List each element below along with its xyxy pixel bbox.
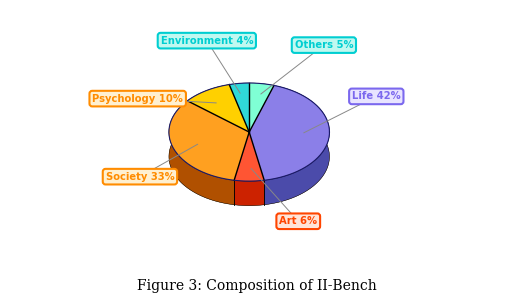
Polygon shape (187, 85, 229, 125)
Text: Psychology 10%: Psychology 10% (93, 94, 183, 104)
Text: Others 5%: Others 5% (295, 40, 353, 50)
Polygon shape (229, 83, 249, 109)
Polygon shape (234, 180, 264, 206)
Text: Art 6%: Art 6% (279, 216, 317, 226)
Polygon shape (249, 86, 329, 180)
Polygon shape (187, 85, 249, 132)
Polygon shape (249, 83, 274, 110)
Polygon shape (169, 101, 249, 180)
Polygon shape (169, 107, 329, 206)
Polygon shape (234, 132, 264, 181)
Text: Life 42%: Life 42% (352, 91, 401, 102)
Text: Figure 3: Composition of II-Bench: Figure 3: Composition of II-Bench (137, 279, 377, 293)
Text: Environment 4%: Environment 4% (160, 36, 253, 46)
Polygon shape (264, 86, 329, 205)
Polygon shape (169, 101, 234, 205)
Polygon shape (249, 83, 274, 132)
Polygon shape (229, 83, 249, 132)
Text: Society 33%: Society 33% (105, 172, 174, 182)
